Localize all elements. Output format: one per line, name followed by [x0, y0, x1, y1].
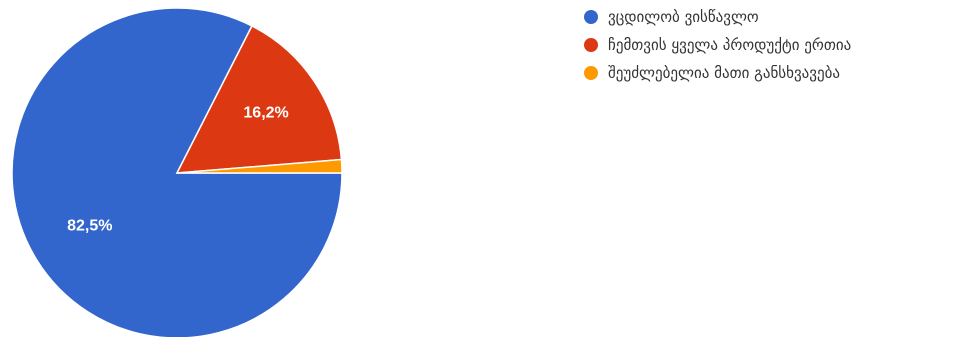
legend-label-2: შეუძლებელია მათი განსხვავება: [608, 64, 840, 82]
pie-slice-1[interactable]: [175, 24, 343, 174]
legend-swatch-2: [584, 66, 598, 80]
pie-slice-2[interactable]: [176, 158, 343, 174]
legend-label-0: ვცდილობ ვისწავლო: [608, 8, 759, 26]
legend-swatch-0: [584, 10, 598, 24]
slice-label-1: 16,2%: [243, 104, 288, 121]
legend-item-2[interactable]: შეუძლებელია მათი განსხვავება: [584, 62, 851, 84]
legend-swatch-1: [584, 38, 598, 52]
legend-label-1: ჩემთვის ყველა პროდუქტი ერთია: [608, 36, 852, 54]
legend-item-0[interactable]: ვცდილობ ვისწავლო: [584, 6, 851, 28]
chart-legend: ვცდილობ ვისწავლო ჩემთვის ყველა პროდუქტი …: [584, 6, 851, 84]
legend-item-1[interactable]: ჩემთვის ყველა პროდუქტი ერთია: [584, 34, 851, 56]
slice-label-0: 82,5%: [67, 218, 112, 235]
